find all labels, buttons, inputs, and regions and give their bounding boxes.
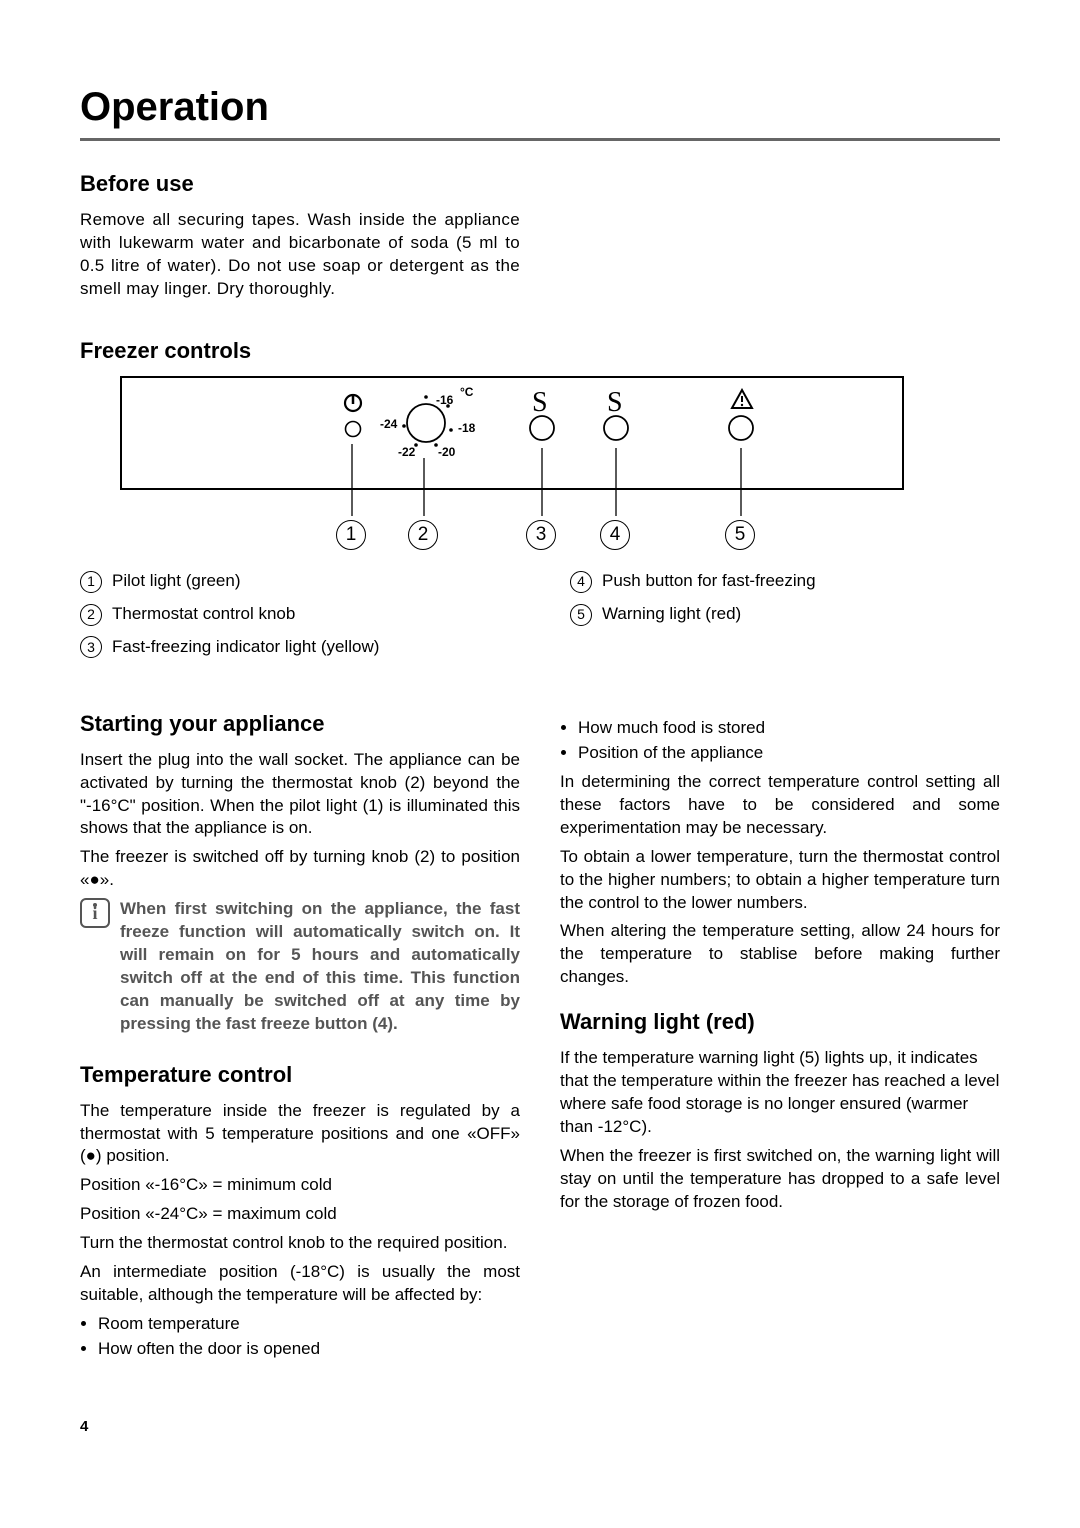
temperature-p6: In determining the correct temperature c…	[560, 771, 1000, 840]
info-icon: i	[80, 898, 110, 928]
temperature-bullets-right: How much food is stored Position of the …	[560, 717, 1000, 765]
warning-p2: When the freezer is first switched on, t…	[560, 1145, 1000, 1214]
starting-p2: The freezer is switched off by turning k…	[80, 846, 520, 892]
bullet: Room temperature	[98, 1313, 520, 1336]
callout-2: 2	[408, 520, 438, 550]
bullet: How often the door is opened	[98, 1338, 520, 1361]
temperature-p5: An intermediate position (-18°C) is usua…	[80, 1261, 520, 1307]
temperature-heading: Temperature control	[80, 1060, 520, 1090]
legend: 1Pilot light (green) 2Thermostat control…	[80, 570, 1000, 669]
temperature-p4: Turn the thermostat control knob to the …	[80, 1232, 520, 1255]
warning-heading: Warning light (red)	[560, 1007, 1000, 1037]
temperature-p3: Position «-24°C» = maximum cold	[80, 1203, 520, 1226]
title-rule	[80, 138, 1000, 141]
callout-3: 3	[526, 520, 556, 550]
starting-p1: Insert the plug into the wall socket. Th…	[80, 749, 520, 841]
starting-heading: Starting your appliance	[80, 709, 520, 739]
page-title: Operation	[80, 80, 1000, 134]
diagram-callouts: 1 2 3 4 5	[120, 490, 900, 550]
temperature-p7: To obtain a lower temperature, turn the …	[560, 846, 1000, 915]
temperature-p8: When altering the temperature setting, a…	[560, 920, 1000, 989]
left-column: Starting your appliance Insert the plug …	[80, 709, 520, 1367]
callout-4: 4	[600, 520, 630, 550]
before-body: Remove all securing tapes. Wash inside t…	[80, 209, 520, 301]
legend-item-3: 3Fast-freezing indicator light (yellow)	[80, 636, 510, 659]
legend-item-2: 2Thermostat control knob	[80, 603, 510, 626]
callout-1: 1	[336, 520, 366, 550]
right-column: How much food is stored Position of the …	[560, 709, 1000, 1367]
callout-5: 5	[725, 520, 755, 550]
warning-p1: If the temperature warning light (5) lig…	[560, 1047, 1000, 1139]
legend-item-5: 5Warning light (red)	[570, 603, 1000, 626]
controls-diagram: °C -16 -18 -20 -22 -24 S S	[120, 376, 904, 490]
before-heading: Before use	[80, 169, 1000, 199]
info-text: When first switching on the appliance, t…	[120, 898, 520, 1036]
bullet: Position of the appliance	[578, 742, 1000, 765]
bullet: How much food is stored	[578, 717, 1000, 740]
temperature-p2: Position «-16°C» = minimum cold	[80, 1174, 520, 1197]
page-number: 4	[80, 1417, 1000, 1437]
info-note: i When first switching on the appliance,…	[80, 898, 520, 1036]
controls-heading: Freezer controls	[80, 336, 1000, 366]
temperature-p1: The temperature inside the freezer is re…	[80, 1100, 520, 1169]
temperature-bullets-left: Room temperature How often the door is o…	[80, 1313, 520, 1361]
